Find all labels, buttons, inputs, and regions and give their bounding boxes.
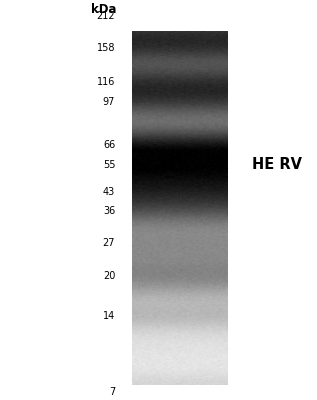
Text: 212: 212 [97,11,115,21]
Text: 36: 36 [103,206,115,216]
Text: 20: 20 [103,271,115,281]
Text: 97: 97 [103,97,115,107]
Text: 116: 116 [97,77,115,87]
Text: 27: 27 [103,238,115,248]
Text: HE RV: HE RV [252,157,302,172]
Text: 55: 55 [103,160,115,170]
Text: kDa: kDa [91,3,117,16]
Text: 66: 66 [103,140,115,150]
Text: 43: 43 [103,187,115,197]
Text: 158: 158 [97,43,115,53]
Text: 7: 7 [109,387,115,397]
Text: 14: 14 [103,311,115,321]
